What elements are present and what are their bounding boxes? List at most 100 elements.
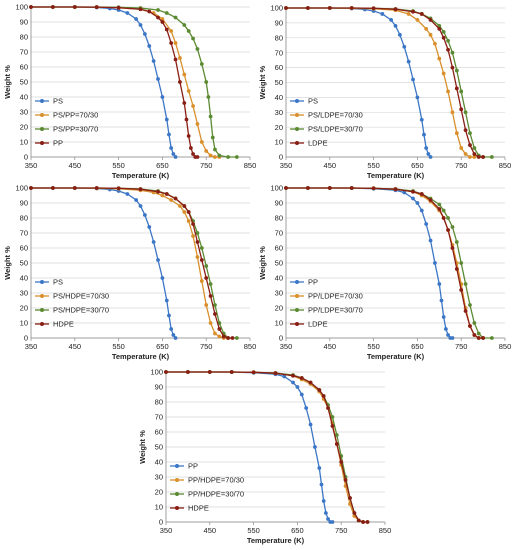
legend-marker	[295, 294, 299, 298]
x-axis-title: Temperature (K)	[112, 352, 170, 361]
y-tick-label: 10	[275, 319, 283, 328]
data-point	[204, 303, 209, 307]
x-tick-label: 750	[200, 161, 213, 170]
legend-label: PS/HDPE=70/30	[53, 292, 109, 301]
legend-marker	[40, 308, 44, 312]
data-point	[206, 95, 211, 99]
data-point	[446, 47, 450, 52]
data-point	[207, 370, 212, 374]
legend-label: PP	[308, 278, 318, 287]
data-point	[295, 385, 300, 389]
data-point	[94, 5, 99, 10]
x-axis-title: Temperature (K)	[247, 536, 305, 545]
legend-label: PS	[308, 97, 318, 106]
legend-marker	[40, 113, 44, 117]
data-point	[393, 7, 398, 12]
legend-marker	[175, 478, 179, 482]
data-point	[450, 65, 455, 70]
data-point	[208, 294, 213, 298]
data-point	[321, 394, 326, 398]
data-point	[334, 442, 339, 446]
series-line	[31, 6, 198, 158]
data-point	[437, 26, 442, 31]
data-point	[365, 520, 370, 524]
legend-entry: LDPE	[290, 139, 328, 148]
data-point	[188, 146, 193, 150]
data-point	[437, 202, 442, 207]
data-point	[468, 143, 472, 147]
data-point	[380, 12, 385, 16]
data-point	[186, 370, 190, 374]
data-point	[428, 198, 433, 202]
data-point	[164, 192, 169, 196]
data-point	[437, 56, 442, 61]
data-point	[459, 107, 464, 112]
legend-marker	[40, 141, 44, 145]
data-point	[371, 186, 376, 191]
y-axis-title: Weight %	[3, 65, 12, 99]
y-tick-label: 20	[155, 488, 163, 497]
chart-panel-2: 0 10 20 30 40 50 60 70 80 90 100 350 450 550 650 750 850…	[258, 4, 511, 180]
data-point	[229, 370, 234, 374]
data-point	[441, 71, 446, 76]
data-point	[450, 336, 455, 340]
data-point	[167, 313, 171, 318]
legend-label: LDPE	[308, 320, 328, 329]
legend-entry: PP	[290, 278, 318, 287]
legend-label: PP	[53, 139, 63, 148]
y-tick-label: 60	[275, 63, 283, 72]
x-tick-label: 650	[156, 342, 169, 351]
data-point	[182, 23, 187, 27]
data-point	[156, 258, 160, 262]
data-point	[184, 117, 189, 122]
data-point	[169, 327, 174, 331]
data-point	[195, 240, 200, 244]
data-point	[182, 204, 187, 208]
data-point	[208, 321, 213, 325]
data-point	[217, 327, 222, 331]
data-point	[160, 17, 165, 21]
data-point	[424, 146, 429, 150]
data-point	[439, 298, 444, 303]
y-tick-label: 50	[275, 78, 283, 87]
data-point	[195, 47, 200, 51]
data-point	[164, 370, 168, 374]
x-tick-label: 650	[291, 526, 304, 535]
data-point	[334, 433, 339, 437]
data-point	[156, 77, 160, 81]
data-point	[437, 207, 442, 211]
series-HDPE	[164, 370, 370, 524]
data-point	[415, 95, 420, 100]
data-point	[221, 334, 226, 339]
data-point	[178, 56, 182, 60]
data-point	[208, 282, 213, 286]
data-point	[306, 186, 310, 190]
y-tick-label: 80	[20, 33, 28, 42]
data-point	[463, 309, 468, 313]
y-tick-label: 70	[155, 413, 163, 422]
chart-panel-5: 0 10 20 30 40 50 60 70 80 90 100 350 450 550 650 750 850…	[138, 368, 391, 545]
data-point	[352, 511, 357, 515]
data-point	[415, 18, 420, 22]
data-point	[459, 288, 464, 292]
data-point	[204, 80, 209, 84]
data-point	[397, 32, 402, 37]
data-point	[454, 68, 459, 73]
legend-marker	[295, 113, 299, 117]
data-point	[164, 27, 169, 32]
x-tick-label: 450	[69, 161, 82, 170]
data-point	[306, 6, 310, 10]
x-tick-label: 350	[160, 526, 173, 535]
data-point	[195, 122, 200, 126]
y-tick-label: 30	[20, 289, 28, 298]
data-point	[411, 77, 415, 82]
legend-label: PP	[188, 462, 198, 471]
data-point	[476, 331, 481, 336]
chart-panel-3: 0 10 20 30 40 50 60 70 80 90 100 350 450 550 650 750 850…	[3, 184, 256, 361]
data-point	[291, 380, 295, 385]
data-point	[468, 131, 472, 136]
data-point	[210, 135, 215, 140]
data-point	[411, 9, 415, 14]
legend-marker	[295, 280, 299, 284]
data-point	[138, 7, 143, 12]
